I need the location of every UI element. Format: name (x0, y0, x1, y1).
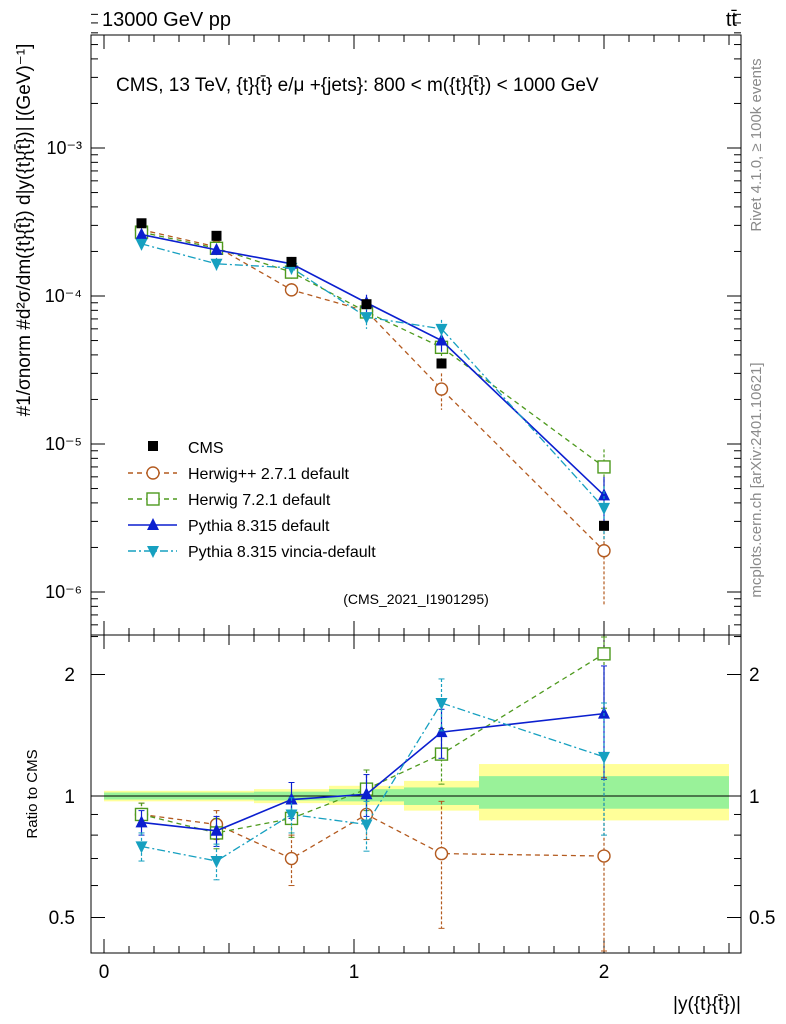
y-tick-label-1e-3: 10⁻³ (46, 138, 82, 158)
ratio-y-label: Ratio to CMS (24, 749, 41, 838)
header-left: 13000 GeV pp (102, 9, 231, 31)
main-panel: CMS, 13 TeV, {t}{t̄} e/μ +{jets}: 800 < … (14, 13, 742, 638)
ratio-marker (597, 849, 611, 863)
series-marker (360, 312, 373, 325)
ratio-axis-ticks (91, 635, 741, 953)
ratio-marker (135, 815, 148, 828)
y-tick-label-1e-5: 10⁻⁵ (45, 434, 82, 454)
main-y-label: #1/σnorm #d²σ/dm({t}{t̄}) d|y({t}{t̄})| … (14, 44, 35, 417)
ratio-marker (210, 823, 223, 836)
ratio-marker (284, 851, 299, 866)
ratio-y-tick-1-right: 1 (749, 787, 760, 808)
legend-marker (147, 518, 159, 530)
side-label-rivet: Rivet 4.1.0, ≥ 100k events (748, 58, 765, 231)
series-marker (210, 242, 223, 255)
ratio-marker (597, 647, 611, 661)
x-tick-label-0: 0 (99, 962, 110, 983)
legend-label: Herwig 7.2.1 default (188, 492, 331, 509)
ratio-bands (91, 764, 741, 821)
series-3 (135, 238, 610, 542)
ratio-series-line (141, 712, 605, 832)
ratio-y-tick-0.5-right: 0.5 (749, 908, 775, 929)
plot-title: CMS, 13 TeV, {t}{t̄} e/μ +{jets}: 800 < … (116, 75, 599, 96)
ratio-marker (598, 751, 610, 764)
main-axis-ticks (91, 13, 741, 638)
series-line (141, 233, 605, 496)
legend-label-cms: CMS (188, 440, 224, 457)
legend-label: Pythia 8.315 vincia-default (188, 544, 376, 561)
series-line (141, 231, 605, 468)
ratio-y-tick-2-right: 2 (749, 665, 760, 686)
cms-point (361, 299, 372, 310)
series-marker (435, 333, 448, 346)
series-marker (435, 323, 448, 336)
legend-entries: Herwig++ 2.7.1 default Herwig 7.2.1 defau… (128, 466, 376, 561)
watermark: (CMS_2021_I1901295) (343, 591, 489, 607)
legend-label: Pythia 8.315 default (188, 518, 330, 535)
legend-label: Herwig++ 2.7.1 default (188, 466, 350, 483)
series-marker (284, 283, 299, 297)
x-tick-label-2: 2 (599, 962, 610, 983)
cms-point (599, 520, 609, 531)
legend: CMS Herwig++ 2.7.1 default Herwig 7.2.1 d… (128, 440, 376, 561)
header-right: tt̄ (726, 9, 738, 31)
ratio-marker (360, 819, 373, 832)
x-tick-label-1: 1 (349, 962, 360, 983)
ratio-y-tick-1: 1 (64, 787, 75, 808)
ratio-panel: Ratio to CMS 2 1 0.5 2 1 0.5 0 1 2 |y({t… (24, 634, 775, 1015)
y-tick-label-1e-4: 10⁻⁴ (45, 286, 82, 306)
series-marker (597, 460, 611, 474)
series-marker (598, 488, 610, 501)
ratio-marker (598, 706, 610, 719)
series-marker (597, 544, 611, 558)
ratio-marker (210, 856, 223, 869)
ratio-frame (90, 634, 742, 954)
cms-point (136, 218, 147, 229)
legend-marker (147, 546, 159, 558)
series-marker (135, 238, 148, 251)
series-line (141, 229, 605, 552)
ratio-y-tick-0.5: 0.5 (49, 908, 75, 929)
cms-point (286, 256, 297, 267)
ratio-marker (285, 809, 298, 822)
ratio-series-3 (135, 678, 610, 881)
cms-point (436, 358, 447, 369)
series-marker (598, 502, 610, 515)
legend-marker (146, 492, 160, 506)
x-axis-label: |y({t}{t̄})| (673, 994, 741, 1015)
cms-point (211, 230, 222, 241)
ratio-series-line (141, 702, 605, 862)
legend-marker (146, 466, 160, 480)
ratio-series-line (141, 813, 605, 860)
ratio-marker (135, 841, 148, 854)
ratio-marker (434, 846, 449, 861)
series-line (141, 243, 605, 509)
cms-data-group (136, 218, 609, 531)
y-tick-label-1e-6: 10⁻⁶ (45, 582, 82, 602)
series-marker (135, 227, 148, 240)
side-label-mcplots: mcplots.cern.ch [arXiv:2401.10621] (748, 362, 765, 597)
series-marker (434, 382, 449, 396)
ratio-marker (435, 697, 448, 710)
legend-marker-cms (148, 441, 158, 451)
ratio-y-tick-2: 2 (64, 665, 75, 686)
series-marker (210, 258, 223, 271)
ratio-series-group (134, 636, 611, 952)
ratio-marker (360, 787, 373, 800)
